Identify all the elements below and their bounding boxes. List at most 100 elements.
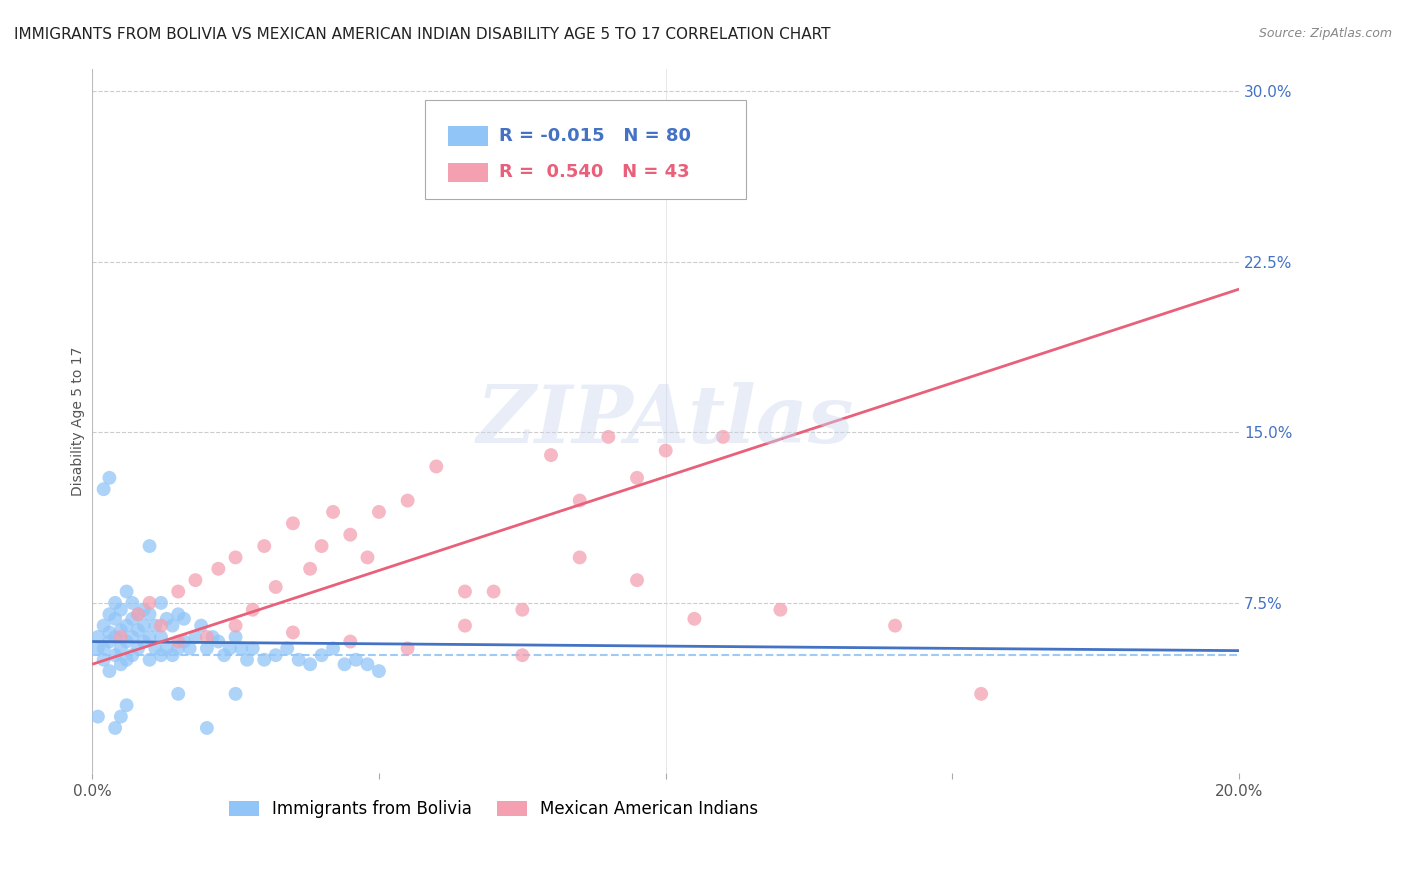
- Point: [711, 430, 734, 444]
- Point: [654, 443, 676, 458]
- Point: [138, 653, 160, 667]
- Point: [236, 653, 259, 667]
- Point: [356, 550, 378, 565]
- Point: [104, 721, 127, 735]
- Point: [138, 607, 160, 622]
- Point: [396, 493, 419, 508]
- Point: [322, 641, 344, 656]
- Point: [454, 584, 477, 599]
- Point: [110, 657, 132, 672]
- Point: [287, 653, 309, 667]
- Point: [115, 584, 138, 599]
- Point: [110, 709, 132, 723]
- Point: [162, 648, 184, 663]
- Point: [93, 653, 115, 667]
- Point: [110, 641, 132, 656]
- Point: [333, 657, 356, 672]
- Point: [115, 653, 138, 667]
- Point: [568, 493, 591, 508]
- Point: [104, 612, 127, 626]
- Point: [138, 630, 160, 644]
- Point: [225, 618, 247, 632]
- Point: [264, 580, 287, 594]
- Point: [156, 641, 179, 656]
- Point: [110, 623, 132, 637]
- Point: [104, 630, 127, 644]
- Text: R = -0.015   N = 80: R = -0.015 N = 80: [499, 127, 692, 145]
- Point: [87, 709, 110, 723]
- Point: [356, 657, 378, 672]
- FancyBboxPatch shape: [447, 126, 488, 145]
- Point: [167, 607, 190, 622]
- Point: [225, 630, 247, 644]
- Point: [167, 584, 190, 599]
- Point: [626, 573, 648, 587]
- Point: [98, 664, 121, 678]
- Point: [425, 459, 447, 474]
- Point: [132, 634, 155, 648]
- Text: Source: ZipAtlas.com: Source: ZipAtlas.com: [1258, 27, 1392, 40]
- Text: R =  0.540   N = 43: R = 0.540 N = 43: [499, 163, 690, 181]
- Point: [143, 618, 166, 632]
- Point: [173, 612, 195, 626]
- FancyBboxPatch shape: [447, 162, 488, 182]
- Point: [93, 482, 115, 496]
- Point: [190, 618, 212, 632]
- Point: [212, 648, 235, 663]
- Point: [195, 721, 218, 735]
- Point: [121, 630, 143, 644]
- Point: [626, 471, 648, 485]
- Point: [150, 648, 173, 663]
- Point: [104, 648, 127, 663]
- Point: [138, 596, 160, 610]
- Point: [127, 641, 149, 656]
- Point: [184, 573, 207, 587]
- Point: [207, 634, 229, 648]
- Point: [184, 630, 207, 644]
- Point: [299, 657, 322, 672]
- Point: [98, 607, 121, 622]
- Point: [150, 596, 173, 610]
- Point: [242, 603, 264, 617]
- Point: [299, 562, 322, 576]
- Point: [132, 603, 155, 617]
- Point: [115, 618, 138, 632]
- Point: [132, 618, 155, 632]
- Point: [127, 607, 149, 622]
- Point: [311, 539, 333, 553]
- Point: [195, 630, 218, 644]
- Point: [276, 641, 298, 656]
- Point: [150, 630, 173, 644]
- Point: [281, 625, 304, 640]
- Point: [127, 623, 149, 637]
- Point: [454, 618, 477, 632]
- Point: [143, 641, 166, 656]
- Point: [322, 505, 344, 519]
- Text: ZIPAtlas: ZIPAtlas: [477, 383, 855, 459]
- Point: [339, 527, 361, 541]
- Point: [173, 634, 195, 648]
- Point: [98, 471, 121, 485]
- Point: [110, 630, 132, 644]
- Point: [253, 653, 276, 667]
- Point: [218, 641, 240, 656]
- Point: [281, 516, 304, 531]
- Point: [207, 562, 229, 576]
- Point: [121, 612, 143, 626]
- Point: [225, 550, 247, 565]
- Point: [344, 653, 367, 667]
- Point: [540, 448, 562, 462]
- Point: [568, 550, 591, 565]
- Point: [156, 612, 179, 626]
- Point: [311, 648, 333, 663]
- Y-axis label: Disability Age 5 to 17: Disability Age 5 to 17: [72, 346, 86, 496]
- Point: [769, 603, 792, 617]
- Point: [162, 618, 184, 632]
- Point: [127, 607, 149, 622]
- Point: [121, 648, 143, 663]
- Point: [104, 596, 127, 610]
- Legend: Immigrants from Bolivia, Mexican American Indians: Immigrants from Bolivia, Mexican America…: [222, 794, 765, 825]
- Point: [115, 698, 138, 713]
- Point: [115, 634, 138, 648]
- Point: [150, 618, 173, 632]
